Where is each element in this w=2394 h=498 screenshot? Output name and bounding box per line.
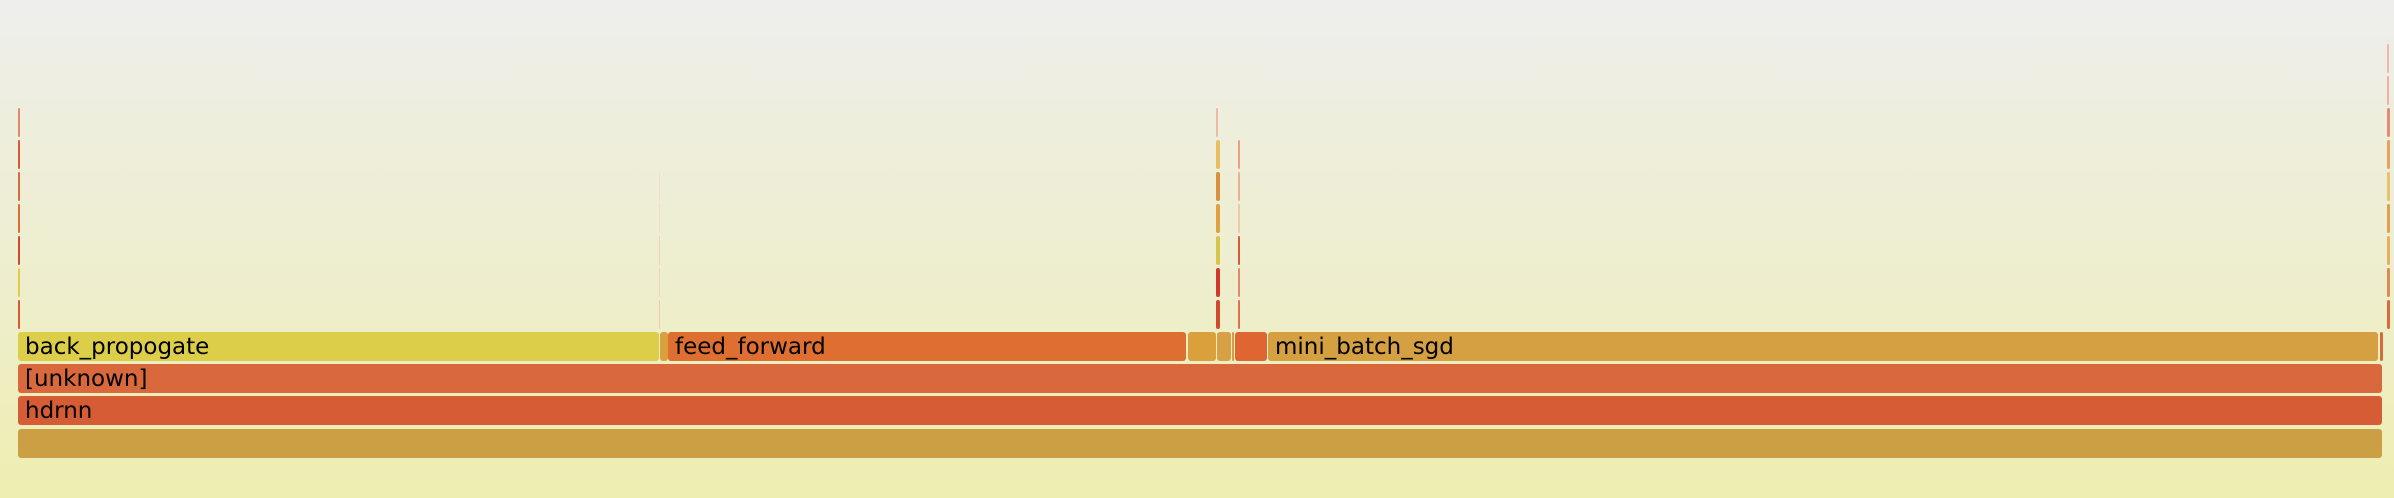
frame-small-d[interactable] [1235, 332, 1267, 361]
frame-stack-mid[interactable] [1216, 140, 1220, 169]
frame-stack-mid[interactable] [1216, 172, 1220, 201]
frame-stack-left[interactable] [18, 236, 20, 265]
frame-stack-right[interactable] [2387, 76, 2389, 105]
frame-stack-mid[interactable] [1216, 236, 1220, 265]
frame-small-b[interactable] [1217, 332, 1231, 361]
frame-root[interactable] [18, 429, 2382, 458]
frame-mini-batch-sgd[interactable]: mini_batch_sgd [1268, 332, 2378, 361]
frame-stack-mid2[interactable] [1238, 300, 1240, 329]
frame-stack-mid[interactable] [1216, 300, 1220, 329]
frame-small-a[interactable] [1188, 332, 1216, 361]
frame-stack-mid2[interactable] [1238, 268, 1240, 297]
frame-right-edge[interactable] [2380, 332, 2383, 361]
frame-stack-right[interactable] [2387, 140, 2390, 169]
frame-small-sliver[interactable] [660, 332, 668, 361]
frame-stack-right[interactable] [2387, 300, 2390, 329]
frame-stack-left[interactable] [18, 204, 20, 233]
frame-stack-left[interactable] [18, 268, 20, 297]
frame-stack-left[interactable] [18, 140, 20, 169]
frame-stack-left[interactable] [18, 108, 20, 137]
frame-stack-mid2[interactable] [1238, 140, 1240, 169]
frame-stack-right[interactable] [2387, 236, 2390, 265]
frame-stack-faint[interactable] [659, 236, 660, 265]
frame-stack-left[interactable] [18, 172, 20, 201]
frame-stack-mid2[interactable] [1238, 204, 1240, 233]
frame-back-propogate[interactable]: back_propogate [18, 332, 659, 361]
frame-label: [unknown] [25, 366, 148, 392]
frame-stack-right[interactable] [2387, 204, 2390, 233]
frame-label: feed_forward [675, 334, 826, 360]
frame-stack-right[interactable] [2387, 172, 2390, 201]
frame-hdrnn[interactable]: hdrnn [18, 396, 2382, 425]
frame-label: hdrnn [25, 398, 93, 424]
frame-stack-faint[interactable] [659, 300, 660, 329]
frame-stack-faint[interactable] [659, 172, 660, 201]
frame-stack-faint[interactable] [659, 268, 660, 297]
frame-stack-left[interactable] [18, 300, 20, 329]
frame-stack-mid2[interactable] [1238, 236, 1240, 265]
frame-unknown[interactable]: [unknown] [18, 364, 2382, 393]
frame-feed-forward[interactable]: feed_forward [668, 332, 1186, 361]
frame-small-c[interactable] [1232, 332, 1234, 361]
frame-stack-right[interactable] [2387, 44, 2389, 73]
frame-stack-faint[interactable] [659, 204, 660, 233]
frame-stack-mid[interactable] [1216, 268, 1220, 297]
frame-stack-right[interactable] [2387, 268, 2390, 297]
frame-stack-right[interactable] [2387, 108, 2390, 137]
frame-label: mini_batch_sgd [1275, 334, 1454, 360]
frame-stack-mid[interactable] [1216, 204, 1220, 233]
frame-label: back_propogate [25, 334, 210, 360]
frame-stack-mid[interactable] [1216, 108, 1218, 137]
frame-stack-mid2[interactable] [1238, 172, 1240, 201]
